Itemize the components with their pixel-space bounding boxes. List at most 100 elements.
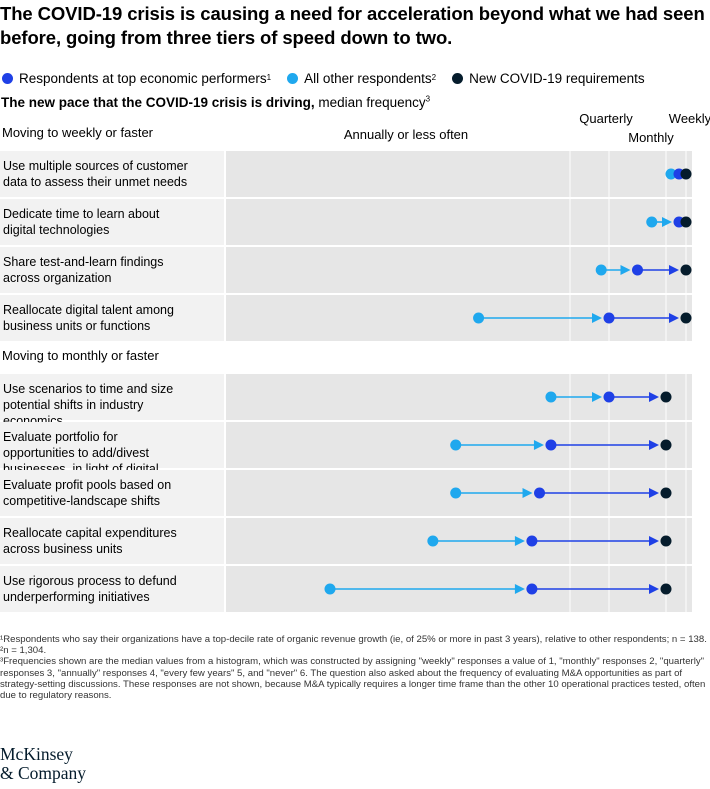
legend-item-covid-requirements: New COVID-19 requirements [450,71,645,86]
row-label-line: Evaluate portfolio for [3,430,118,444]
row-label: Reallocate capital expenditures across bu… [3,526,177,556]
tick-label-monthly: Monthly [628,130,674,145]
arrow-top-to-covid-head [669,313,679,323]
arrow-top-to-covid-head [649,392,659,402]
chart-title: The COVID-19 crisis is causing a need fo… [0,3,705,48]
dot-all-other-respondents [646,216,658,228]
row-label-line: opportunities to add/divest [3,446,149,460]
dot-top-economic-performers [526,583,538,595]
row-label-line: across business units [3,542,123,556]
arrow-top-to-covid-head [649,584,659,594]
footnote-3: ³Frequencies shown are the median values… [0,656,706,702]
tick-label-quarterly: Quarterly [579,111,633,126]
row-label-background [0,470,224,516]
dot-new-covid-requirement [660,583,672,595]
row-label: Use rigorous process to defund underperfo… [3,574,177,604]
legend-swatch-top-performers [2,72,13,84]
legend-label: Respondents at top economic performers [19,70,267,86]
legend-swatch-covid-requirements [452,72,464,84]
arrow-other-to-top-head [514,536,525,546]
tick-label-annually: Annually or less often [344,127,468,142]
row-label-line: business units or functions [3,319,150,333]
dot-new-covid-requirement [660,439,672,451]
row-label-line: Dedicate time to learn about [3,207,160,221]
row-label: Evaluate profit pools based on competitiv… [3,478,171,508]
dot-all-other-respondents [473,312,485,324]
row-label-line: competitive-landscape shifts [3,494,160,508]
row-label-background [0,199,224,245]
row-label-background [0,247,224,293]
subtitle-rest: median frequency [314,95,426,110]
arrow-top-to-covid-head [649,440,659,450]
arrow-other-to-top-head [522,488,533,498]
subtitle-bold: The new pace that the COVID-19 crisis is… [1,95,315,110]
dot-top-economic-performers [603,391,615,403]
row-label-line: data to assess their unmet needs [3,175,187,189]
row-label-line: Use multiple sources of customer [3,159,188,173]
dot-all-other-respondents [450,439,462,451]
dot-top-economic-performers [526,535,538,547]
row-label-background [0,518,224,564]
row-label-line: Evaluate profit pools based on [3,478,171,492]
chart-subtitle: The new pace that the COVID-19 crisis is… [1,95,430,110]
dot-all-other-respondents [595,264,607,276]
arrow-other-to-top-head [514,584,525,594]
dot-new-covid-requirement [680,264,692,276]
arrow-top-to-covid-head [649,488,659,498]
dot-all-other-respondents [427,535,439,547]
dot-new-covid-requirement [680,216,692,228]
row-label-line: underperforming initiatives [3,590,150,604]
dot-all-other-respondents [665,168,677,180]
row-label: Use multiple sources of customer data to … [3,159,188,189]
arrow-other-to-top-head [662,217,672,227]
group-header: Moving to weekly or faster [2,125,154,140]
footnotes: ¹Respondents who say their organizations… [0,634,708,701]
dot-new-covid-requirement [660,535,672,547]
legend-label: New COVID-19 requirements [469,70,645,86]
row-label: Use scenarios to time and size potential … [3,382,173,428]
dot-arrow-chart: Annually or less often Quarterly Monthly We… [0,111,710,612]
row-label: Share test-and-learn findings across orga… [3,255,164,285]
dot-top-economic-performers [534,487,546,499]
row-label-background [0,151,224,197]
row-label-line: digital technologies [3,223,109,237]
legend-swatch-other-respondents [287,72,299,84]
row-label-background [0,295,224,341]
subtitle-footnote-marker: 3 [425,94,431,104]
dot-new-covid-requirement [680,168,692,180]
arrow-top-to-covid-head [669,265,679,275]
dot-new-covid-requirement [660,487,672,499]
arrow-other-to-top-head [592,313,602,323]
row-label-line: across organization [3,271,111,285]
arrow-top-to-covid-head [649,536,659,546]
row-label: Reallocate digital talent among business … [3,303,174,333]
tick-label-weekly: Weekly [669,111,710,126]
dot-all-other-respondents [324,583,336,595]
arrow-other-to-top-head [533,440,544,450]
dot-top-economic-performers [603,312,615,324]
legend-item-other-respondents: All other respondents 2 [285,71,436,86]
arrow-other-to-top-head [620,265,631,275]
legend-label: All other respondents [304,70,432,86]
logo-line-1: McKinsey [0,744,73,764]
legend-item-top-performers: Respondents at top economic performers 1 [0,71,271,86]
row-label-background [0,422,224,468]
arrow-other-to-top-head [592,392,602,402]
dot-all-other-respondents [545,391,557,403]
dot-top-economic-performers [545,439,557,451]
group-header: Moving to monthly or faster [2,348,159,363]
dot-new-covid-requirement [660,391,672,403]
row-label-background [0,374,224,420]
dot-top-economic-performers [632,264,643,276]
row-label: Dedicate time to learn about digital tech… [3,207,160,237]
row-label-line: Reallocate digital talent among [3,303,174,317]
row-label-line: potential shifts in industry [3,398,144,412]
logo-line-2: & Company [0,763,87,783]
dot-all-other-respondents [450,487,462,499]
dot-new-covid-requirement [680,312,692,324]
row-label-line: Use scenarios to time and size [3,382,173,396]
row-label-background [0,566,224,612]
footnote-1: ¹Respondents who say their organizations… [0,634,707,645]
row-label-line: Use rigorous process to defund [3,574,177,588]
row-label-line: Reallocate capital expenditures [3,526,177,540]
